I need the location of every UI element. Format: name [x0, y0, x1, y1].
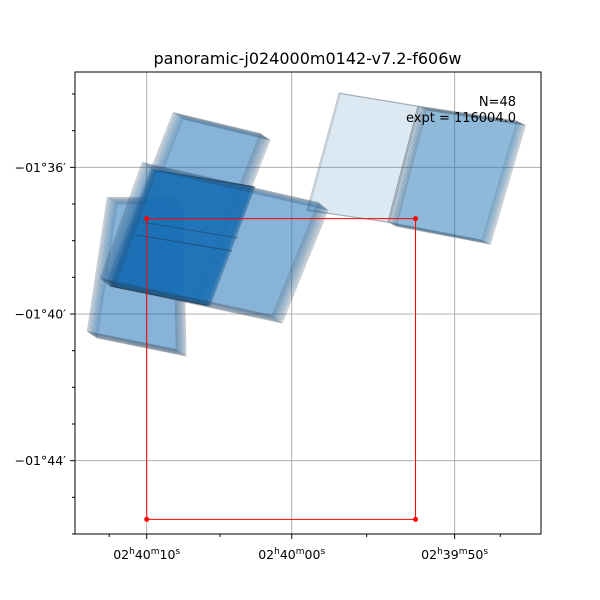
x-tick-label-part: m: [459, 547, 468, 557]
footprint-1-3: [113, 116, 268, 304]
x-tick-label-part: 00: [305, 547, 321, 562]
footprint-5-1: [388, 106, 519, 242]
axis-ticks: 02h40m10s 02h40m00s 02h39m50s−01°36′−01°40…: [15, 93, 501, 562]
footprint-2-0: [109, 169, 251, 306]
footprint-3-4: [105, 166, 325, 321]
footprint-2-7: [114, 170, 256, 307]
footprint-polygons: [86, 92, 527, 357]
x-tick-label-part: 02: [113, 547, 129, 562]
footprint-3-3: [106, 166, 326, 322]
core-inner-line-2: [141, 221, 239, 239]
footprint-0-2: [94, 202, 185, 356]
footprint-0-8: [87, 197, 178, 351]
x-tick-label-part: s: [483, 547, 488, 557]
footprint-0-0: [96, 203, 187, 357]
red-box-vertex-1: [413, 216, 419, 222]
y-tick-label-1: −01°40′: [15, 307, 67, 322]
x-tick-label-part: 39: [443, 547, 459, 562]
y-tick-label-0: −01°36′: [15, 160, 67, 175]
footprint-2-6: [113, 170, 256, 307]
footprint-0-3: [93, 201, 184, 355]
footprint-1-2: [114, 116, 269, 305]
footprint-1-4: [111, 115, 267, 303]
footprint-5-3: [390, 107, 522, 243]
footprint-1-9: [106, 111, 261, 300]
footprint-2-5: [112, 170, 255, 307]
x-tick-label-part: 50: [467, 547, 483, 562]
region-box: [144, 216, 419, 522]
red-box-vertex-2: [413, 516, 419, 522]
y-tick-label-2: −01°44′: [15, 453, 67, 468]
x-tick-label-part: h: [437, 547, 443, 557]
footprint-3-8: [100, 162, 321, 317]
footprint-1-1: [115, 117, 270, 305]
footprint-3-2: [107, 167, 327, 322]
footprint-0-1: [95, 202, 186, 356]
count-annotation: N=48: [479, 95, 516, 110]
footprint-5-5: [393, 108, 524, 244]
footprint-1-6: [109, 114, 265, 302]
footprint-0-7: [88, 198, 179, 352]
footprint-3-7: [101, 163, 322, 318]
x-tick-label-part: h: [274, 547, 280, 557]
footprint-3-0: [109, 169, 329, 324]
x-tick-label-part: 02: [421, 547, 437, 562]
x-tick-label-part: h: [129, 547, 135, 557]
footprint-3-1: [108, 168, 328, 323]
red-box-vertex-0: [144, 216, 150, 222]
x-tick-label-part: s: [175, 547, 180, 557]
x-tick-label-1: 02h40m00s: [258, 547, 325, 562]
x-tick-label-part: 40: [280, 547, 296, 562]
footprint-5-0: [387, 105, 518, 241]
x-tick-label-part: m: [296, 547, 305, 557]
footprint-4-0: [306, 92, 419, 223]
footprint-4-1: [307, 93, 420, 224]
footprint-5-4: [392, 107, 523, 243]
x-tick-label-part: 02: [258, 547, 274, 562]
footprint-5-6: [394, 109, 525, 245]
chart-title: panoramic-j024000m0142-v7.2-f606w: [154, 49, 462, 68]
footprint-3-6: [102, 164, 323, 319]
x-tick-label-0: 02h40m10s: [113, 547, 180, 562]
exposure-annotation: expt = 116004.0: [406, 111, 516, 126]
footprint-0-6: [89, 199, 181, 353]
footprint-1-5: [110, 114, 266, 302]
footprint-3-9: [99, 161, 319, 317]
x-tick-label-part: 40: [135, 547, 151, 562]
footprint-1-0: [116, 118, 271, 306]
red-box-vertex-3: [144, 516, 150, 522]
footprint-2-4: [112, 169, 254, 307]
footprint-5-2: [389, 106, 521, 242]
x-tick-label-part: s: [320, 547, 325, 557]
x-tick-label-part: m: [151, 547, 160, 557]
footprint-0-9: [86, 197, 177, 351]
footprint-3-5: [103, 165, 324, 320]
footprint-1-7: [108, 113, 264, 301]
x-tick-label-2: 02h39m50s: [421, 547, 488, 562]
core-inner-line-1: [136, 234, 233, 252]
footprint-2-1: [110, 169, 252, 306]
footprint-5-7: [395, 109, 527, 245]
x-tick-label-part: 10: [160, 547, 176, 562]
plot-frame: [74, 71, 542, 535]
